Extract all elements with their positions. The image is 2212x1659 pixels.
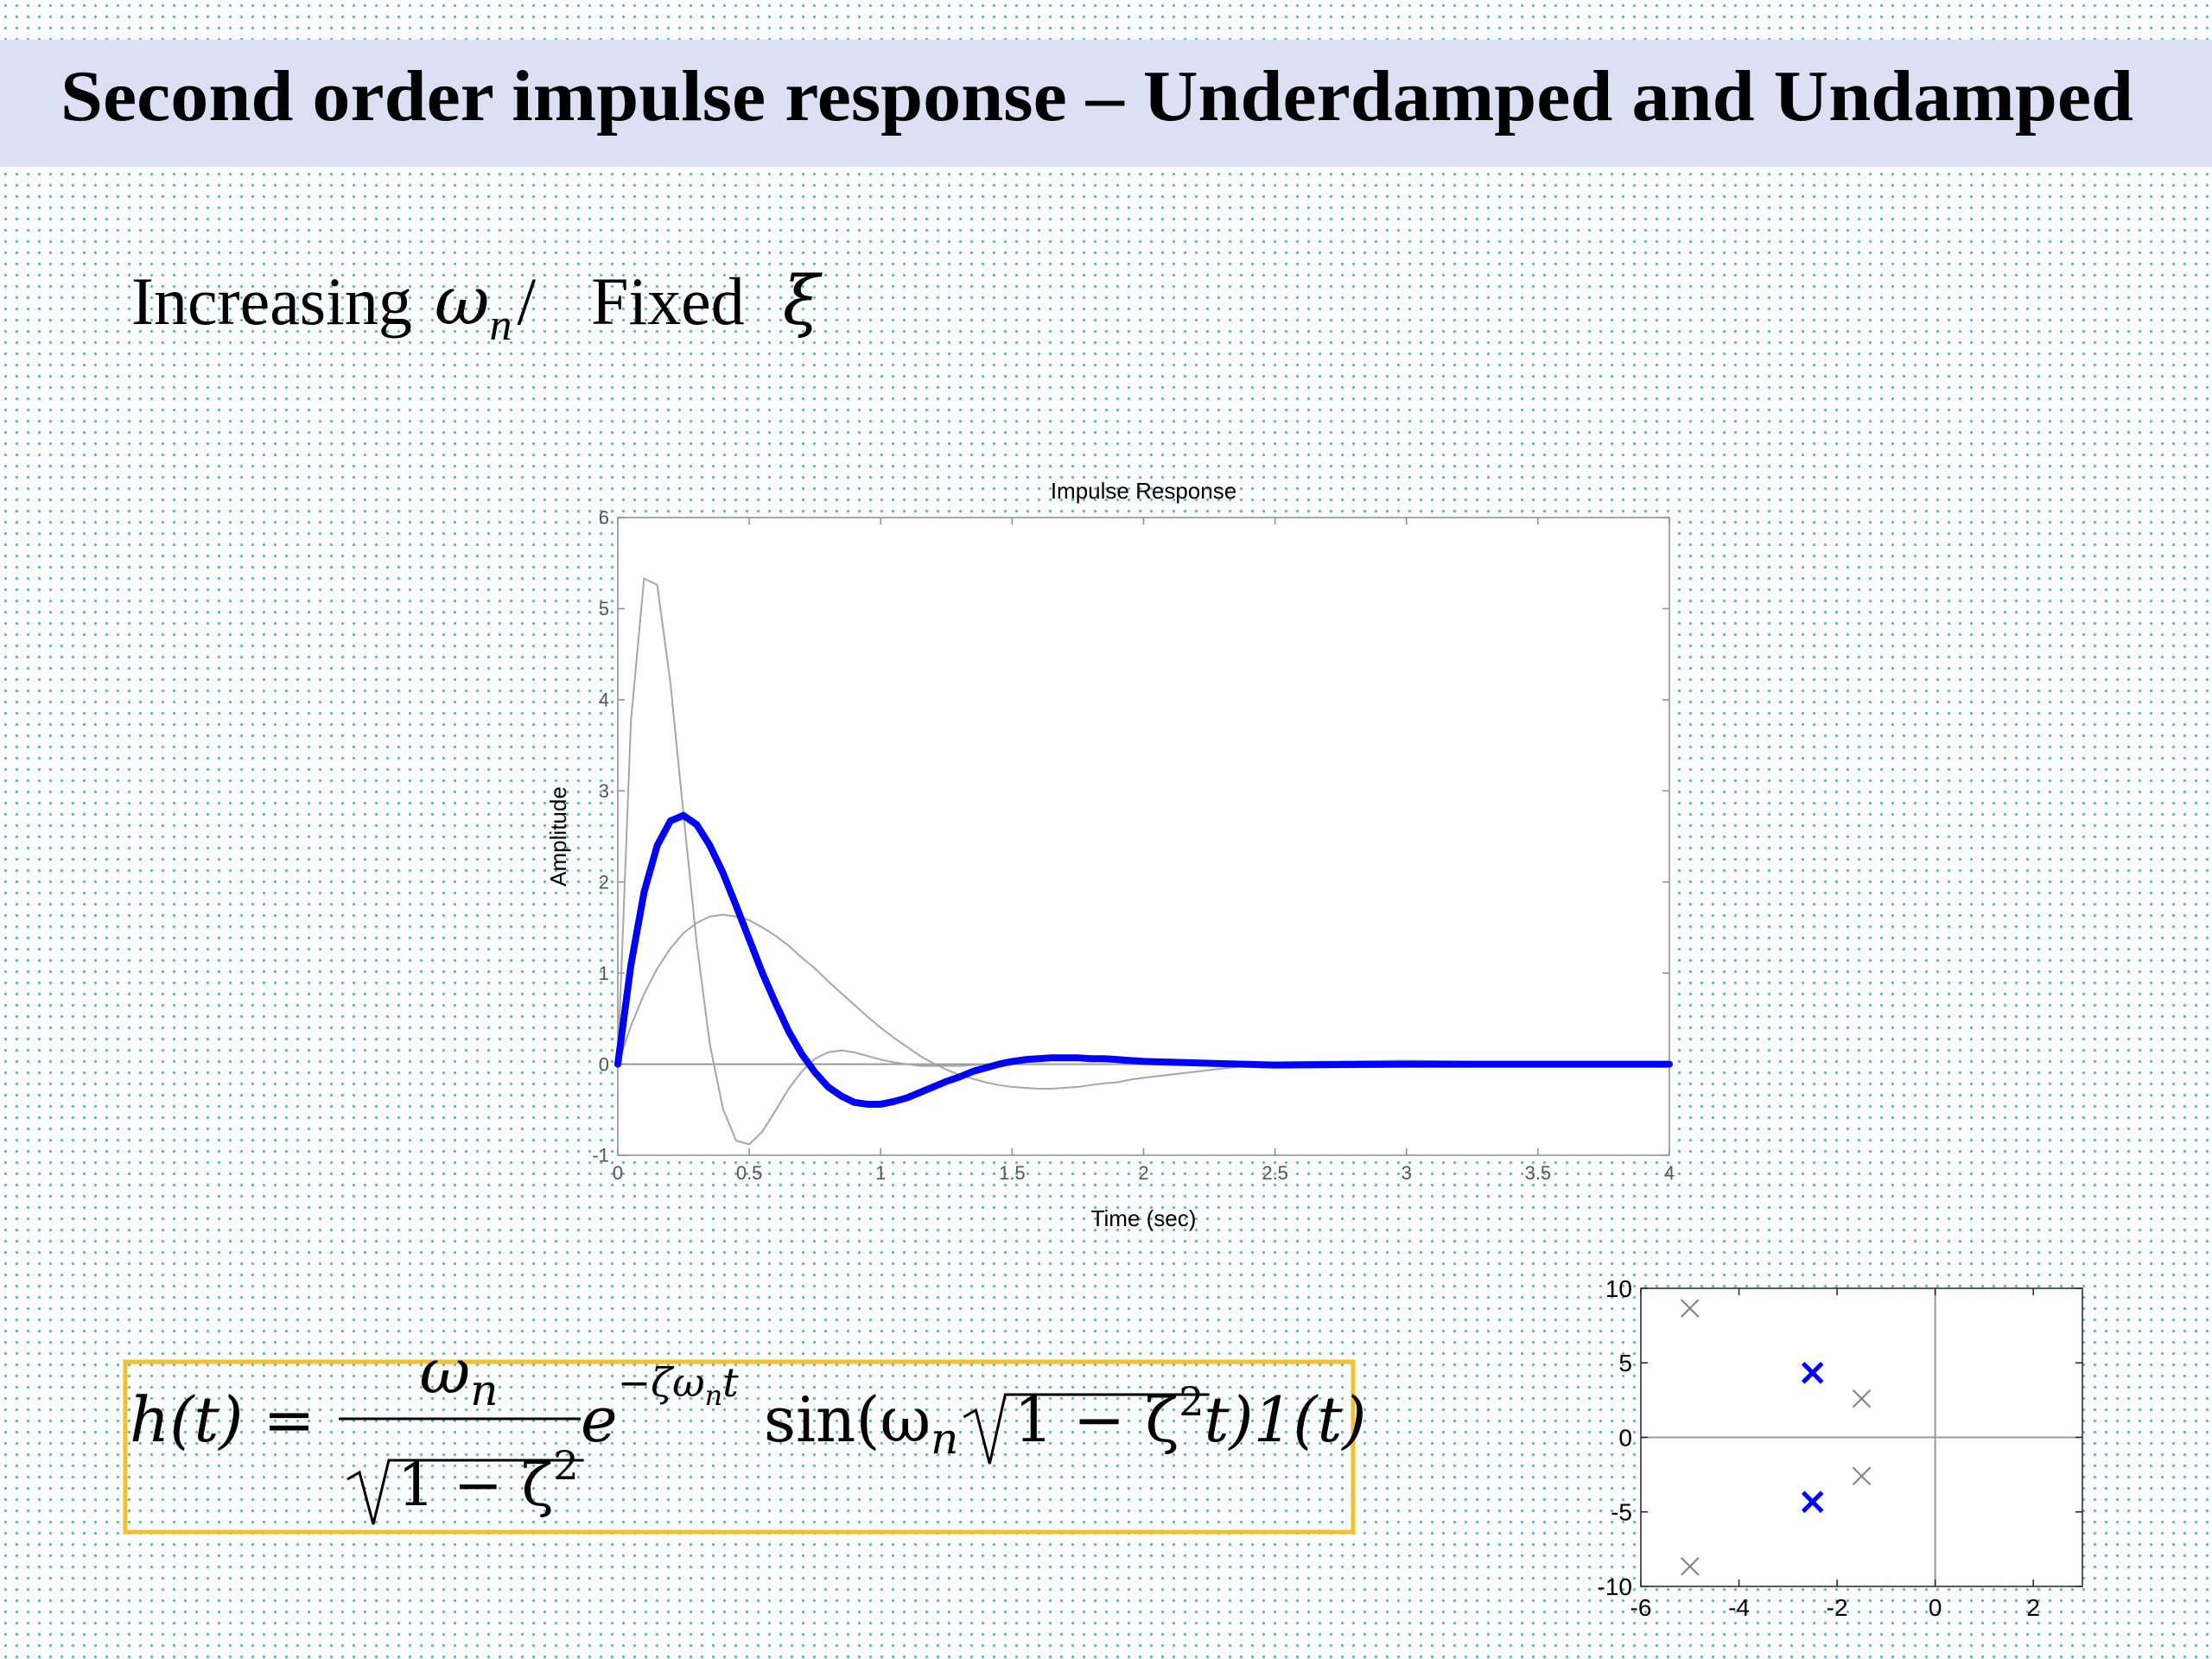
formula-denominator: 1 − ζ2 [397,1442,579,1520]
pole-marker [1852,1466,1872,1486]
formula-num-sub: n [470,1365,498,1415]
y-tick-label: -5 [1611,1499,1632,1526]
x-tick-label: 3 [1402,1162,1412,1184]
formula-exp-sub: n [705,1379,723,1412]
subtitle-xi: ξ [783,263,823,340]
formula-sine: sin(ωn [764,1383,958,1464]
formula-rhs-sup: 2 [1179,1378,1204,1425]
x-tick-label: 0 [1929,1594,1942,1621]
pole-marker [1852,1389,1872,1408]
formula-num: ω [420,1335,471,1408]
line [617,577,1670,1146]
x-tick-label: 3.5 [1525,1162,1552,1184]
formula-lhs: h(t) = [130,1383,315,1456]
x-tick-label: -4 [1728,1594,1750,1621]
formula-exp-base: e [581,1383,618,1456]
y-tick-label: 5 [599,598,609,620]
pole-marker [1801,1362,1824,1384]
formula-den-sup: 2 [553,1442,578,1489]
formula-box [123,1359,1356,1535]
pole-marker [1681,1299,1700,1318]
formula-rhs-sub: n [931,1414,958,1464]
line [614,811,1673,1108]
line [617,913,1670,1090]
subtitle-omega: ω [435,263,490,340]
title-band [0,40,2212,167]
x-axis-label: Time (sec) [1091,1205,1197,1231]
radical [963,1393,1210,1465]
x-tick-label: -6 [1630,1594,1652,1621]
y-tick-label: 10 [1605,1275,1632,1302]
x-tick-label: -2 [1827,1594,1848,1621]
formula-numerator: ωn [420,1335,499,1415]
formula-exponential: e−ζωnt [581,1359,739,1456]
y-tick-label: 5 [1618,1350,1632,1376]
subtitle-fixed: Fixed [591,264,745,339]
formula: h(t) = ωn 1 − ζ2 e−ζωnt sin(ωn 1 − ζ2t)1… [123,1335,1367,1535]
subtitle-lead: Increasing [131,264,412,339]
y-tick-label: -1 [592,1145,609,1166]
x-tick-label: 0.5 [736,1162,763,1184]
y-axis-label: Amplitude [545,786,571,887]
formula-exp: −ζω [618,1359,705,1406]
formula-rhs-root: 1 − ζ [1014,1383,1179,1456]
slide-title: Second order impulse response – Underdam… [60,56,2133,137]
subtitle: Increasing ωn/ Fixed ξ [131,263,823,350]
x-tick-label: 0 [613,1162,623,1184]
y-tick-label: 1 [599,963,609,984]
y-tick-label: 6 [599,507,609,529]
pole-marker [1801,1491,1824,1513]
x-tick-label: 1 [875,1162,886,1184]
pole-marker [1681,1557,1700,1576]
radical [346,1459,584,1525]
x-tick-label: 4 [1664,1162,1675,1184]
subtitle-omega-sub: n [489,301,512,350]
x-tick-label: 2.5 [1262,1162,1288,1184]
formula-rhs-tail: t)1(t) [1205,1383,1367,1456]
formula-rhs: sin(ω [764,1383,931,1456]
x-tick-label: 2 [1138,1162,1148,1184]
y-tick-label: 3 [599,780,609,802]
formula-root: 1 − ζ2t)1(t) [1014,1378,1366,1456]
y-tick-label: 4 [599,690,609,711]
formula-den: 1 − ζ [397,1452,553,1520]
subtitle-slash: / [517,264,536,339]
chart-title: Impulse Response [1051,478,1236,504]
x-tick-label: 1.5 [999,1162,1026,1184]
y-tick-label: 0 [1618,1424,1632,1451]
x-tick-label: 2 [2026,1594,2040,1621]
y-tick-label: 2 [599,871,609,893]
y-tick-label: 0 [599,1053,609,1075]
chart: -6 -4 -2 0 2 -10 -5 0 5 10 [1598,1275,2083,1621]
y-tick-label: -10 [1598,1573,1632,1600]
formula-exp-t: t [722,1359,739,1406]
